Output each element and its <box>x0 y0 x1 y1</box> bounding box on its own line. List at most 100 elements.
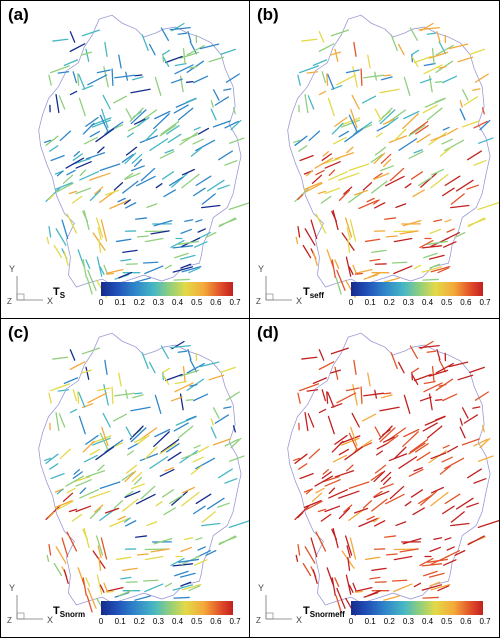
fault-segment <box>125 426 133 439</box>
fault-segment <box>206 179 225 192</box>
fault-segment <box>129 425 144 440</box>
fault-segment <box>192 138 204 145</box>
fault-segment <box>324 187 341 195</box>
fault-segment <box>295 236 299 244</box>
fault-segment <box>144 446 158 460</box>
fault-segment <box>331 210 338 223</box>
fault-segment <box>124 490 141 498</box>
fault-segment <box>318 31 325 43</box>
fault-segment <box>197 546 206 551</box>
fault-segment <box>442 505 455 515</box>
fault-segment <box>140 167 156 182</box>
fault-segment <box>461 89 469 101</box>
legend-title: TSnormeff <box>303 605 345 620</box>
fault-segment <box>146 521 158 527</box>
fault-segment <box>469 366 485 373</box>
fault-segment <box>297 193 304 201</box>
fault-segment <box>150 230 170 235</box>
fault-segment <box>429 228 442 235</box>
fault-segment <box>326 73 329 86</box>
fault-segment <box>373 172 383 180</box>
fault-segment <box>418 494 433 505</box>
fault-segment <box>344 217 353 238</box>
panel-c: (c) Y Z X TSnorm 0 0.1 0.2 0.3 0.4 0.5 0.6 0.7 <box>0 318 250 638</box>
fault-segment <box>444 175 461 187</box>
fault-segment <box>81 51 93 56</box>
fault-segment <box>144 583 164 593</box>
fault-segment <box>79 171 99 181</box>
fault-segment <box>154 428 171 438</box>
fault-segment <box>159 150 175 159</box>
fault-segment <box>378 425 393 440</box>
fault-segment <box>463 414 479 424</box>
fault-segment <box>187 348 192 361</box>
fault-segment <box>164 467 174 472</box>
fault-segment <box>164 149 174 154</box>
fault-segment <box>170 557 185 567</box>
fault-segment <box>155 183 163 189</box>
fault-segment <box>371 498 388 512</box>
colorbar-ticks: 0 0.1 0.2 0.3 0.4 0.5 0.6 0.7 <box>99 298 241 310</box>
fault-segment <box>122 498 139 512</box>
fault-segment <box>307 413 315 428</box>
fault-segment <box>168 176 184 187</box>
fault-segment <box>63 251 69 266</box>
fault-segment <box>446 546 455 551</box>
colorbar-ticks: 0 0.1 0.2 0.3 0.4 0.5 0.6 0.7 <box>349 617 491 629</box>
fault-segment <box>328 169 336 177</box>
fault-segment <box>229 137 245 144</box>
fault-segment <box>477 520 499 529</box>
fault-segment <box>308 130 321 142</box>
fault-segment <box>69 349 76 361</box>
fault-segment <box>421 584 443 591</box>
fault-segment <box>358 517 379 528</box>
fault-segment <box>466 502 479 508</box>
fault-segment <box>304 500 323 511</box>
fault-segment <box>68 508 78 513</box>
fault-segment <box>459 100 463 108</box>
fault-segment <box>334 470 355 478</box>
fault-segment <box>339 117 361 126</box>
fault-segment <box>467 217 485 228</box>
colorbar-tick-label: 0 <box>348 298 354 307</box>
fault-segment <box>379 483 394 490</box>
fault-segment <box>46 554 50 562</box>
fault-segment <box>166 443 180 453</box>
fault-segment <box>382 436 395 443</box>
fault-segment <box>101 426 109 447</box>
fault-segment <box>130 406 151 412</box>
fault-segment <box>44 139 52 144</box>
panel-label: (c) <box>8 323 29 342</box>
colorbar-tick-label: 0.2 <box>383 298 395 307</box>
fault-segment <box>304 411 309 432</box>
fault-segment <box>85 152 106 160</box>
fault-segment <box>312 377 328 385</box>
fault-segment <box>163 189 176 198</box>
fault-segment <box>72 153 83 161</box>
fault-segment <box>403 428 420 438</box>
fault-segment <box>174 380 187 385</box>
fault-segment <box>111 68 114 86</box>
fault-segment <box>130 483 145 490</box>
colorbar-tick-label: 0.4 <box>172 298 184 307</box>
fault-segment <box>426 107 443 121</box>
fault-segment <box>315 487 325 494</box>
fault-segment <box>448 361 469 368</box>
fault-segment <box>304 182 323 193</box>
fault-segment <box>106 272 114 275</box>
fault-segment <box>82 210 89 223</box>
fault-segment <box>149 456 169 469</box>
fault-segment <box>441 456 453 463</box>
fault-segment <box>170 78 183 84</box>
fault-segment <box>386 116 399 127</box>
fault-segment <box>351 94 360 110</box>
fault-segment <box>124 199 131 205</box>
colorbar-tick-label: 0.3 <box>152 617 164 626</box>
fault-segment <box>318 90 327 96</box>
fault-segment <box>393 555 413 561</box>
fault-segment <box>225 73 240 83</box>
fault-segment <box>297 74 301 86</box>
fault-segment <box>371 180 388 194</box>
fault-segment <box>150 548 170 553</box>
fault-segment <box>232 425 236 433</box>
